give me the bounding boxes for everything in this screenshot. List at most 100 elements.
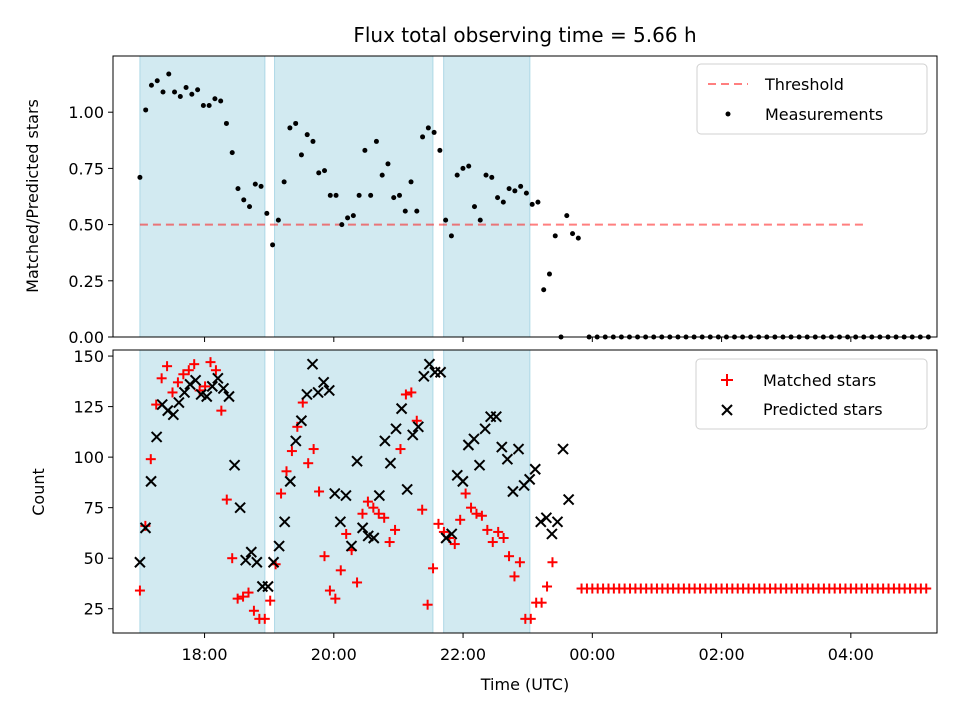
matched-point	[400, 389, 411, 400]
predicted-legend-label: Predicted stars	[763, 400, 883, 419]
measurement-point	[258, 183, 264, 189]
matched-point	[352, 577, 363, 588]
matched-legend-label: Matched stars	[763, 371, 876, 390]
matched-point	[379, 512, 390, 523]
measurement-point	[270, 242, 276, 248]
predicted-point	[546, 528, 558, 540]
measurement-point	[241, 197, 247, 203]
matched-point	[319, 551, 330, 562]
measurement-point	[223, 120, 229, 126]
bottom-legend-box	[695, 358, 928, 430]
measurement-point	[431, 129, 437, 135]
measurement-point	[362, 147, 368, 153]
measurement-point	[264, 210, 270, 216]
matched-point	[357, 508, 368, 519]
matched-point	[162, 361, 173, 372]
matched-point	[482, 524, 493, 535]
predicted-point	[167, 408, 180, 421]
predicted-point	[178, 386, 191, 399]
matched-point	[134, 585, 145, 596]
measurement-point	[529, 201, 535, 207]
matched-point	[172, 377, 183, 388]
observing-interval-2	[274, 55, 434, 338]
predicted-point	[306, 358, 319, 370]
predicted-point	[379, 435, 391, 447]
measurement-point	[148, 82, 154, 88]
matched-point	[417, 504, 428, 515]
measurement-point	[333, 192, 339, 198]
measurement-point	[454, 172, 460, 178]
predicted-point	[356, 522, 369, 534]
predicted-point	[162, 404, 174, 417]
matched-point	[205, 357, 216, 368]
predicted-point	[234, 501, 246, 514]
measurement-point	[466, 163, 472, 169]
predicted-point	[334, 516, 347, 528]
bottom-plot-frame	[112, 349, 938, 634]
predicted-point	[189, 374, 202, 387]
matched-stars-series	[134, 357, 932, 624]
bottom-panel: 18:00 20:00 22:00 00:00 02:00 04:00 25 50 75 100 1…	[29, 347, 938, 694]
measurement-point	[535, 199, 541, 205]
predicted-point	[245, 546, 257, 558]
measurement-point	[368, 192, 374, 198]
matched-point	[221, 494, 232, 505]
top-y-tick-label: 0.50	[68, 216, 104, 235]
x-tick-label: 02:00	[699, 645, 745, 664]
observing-interval-1	[139, 349, 266, 634]
matched-point	[151, 399, 162, 410]
x-tick-label: 20:00	[311, 645, 357, 664]
matched-point	[286, 446, 297, 457]
predicted-point	[512, 443, 525, 455]
predicted-point	[145, 475, 157, 488]
bottom-y-tick-label: 125	[73, 398, 104, 417]
measurement-point	[385, 161, 391, 167]
measurement-point	[229, 150, 235, 156]
measurement-point	[143, 107, 149, 113]
top-plot-frame	[112, 55, 938, 338]
measurement-point	[287, 125, 293, 131]
predicted-point	[490, 411, 502, 423]
matched-point	[238, 591, 249, 602]
top-y-tick-label: 0.00	[68, 328, 104, 347]
matched-point	[265, 595, 276, 606]
measurement-point	[304, 132, 310, 138]
predicted-point	[468, 433, 480, 445]
measurement-point	[420, 134, 426, 140]
measurement-point	[471, 204, 477, 210]
predicted-point	[496, 441, 508, 453]
predicted-point	[523, 473, 536, 486]
matched-point	[487, 537, 498, 548]
predicted-point	[228, 459, 241, 471]
measurement-point	[437, 147, 443, 153]
matched-point	[330, 593, 341, 604]
measurement-point	[275, 217, 281, 223]
predicted-point	[317, 376, 330, 389]
predicted-point	[134, 556, 146, 568]
predicted-point	[212, 372, 224, 385]
predicted-point	[217, 382, 230, 395]
matched-point	[210, 365, 221, 376]
measurement-point	[206, 102, 212, 108]
matched-point	[335, 565, 346, 576]
measurement-point	[189, 91, 195, 97]
measurement-point	[443, 217, 449, 223]
predicted-point	[507, 485, 519, 498]
measurement-point	[518, 183, 524, 189]
measurement-point	[322, 168, 328, 174]
measurement-point	[477, 217, 483, 223]
predicted-point	[295, 415, 308, 427]
predicted-point	[201, 390, 213, 403]
predicted-point	[557, 443, 569, 455]
predicted-point	[323, 384, 335, 397]
x-tick-label: 04:00	[828, 645, 874, 664]
predicted-point	[340, 489, 352, 502]
measurement-point	[218, 98, 224, 104]
measurement-point	[235, 186, 241, 192]
measurement-point	[500, 199, 506, 205]
matched-point	[189, 359, 200, 370]
measurement-point	[281, 179, 287, 185]
predicted-point	[345, 540, 358, 552]
matched-point	[460, 488, 471, 499]
measurement-point	[160, 89, 166, 95]
